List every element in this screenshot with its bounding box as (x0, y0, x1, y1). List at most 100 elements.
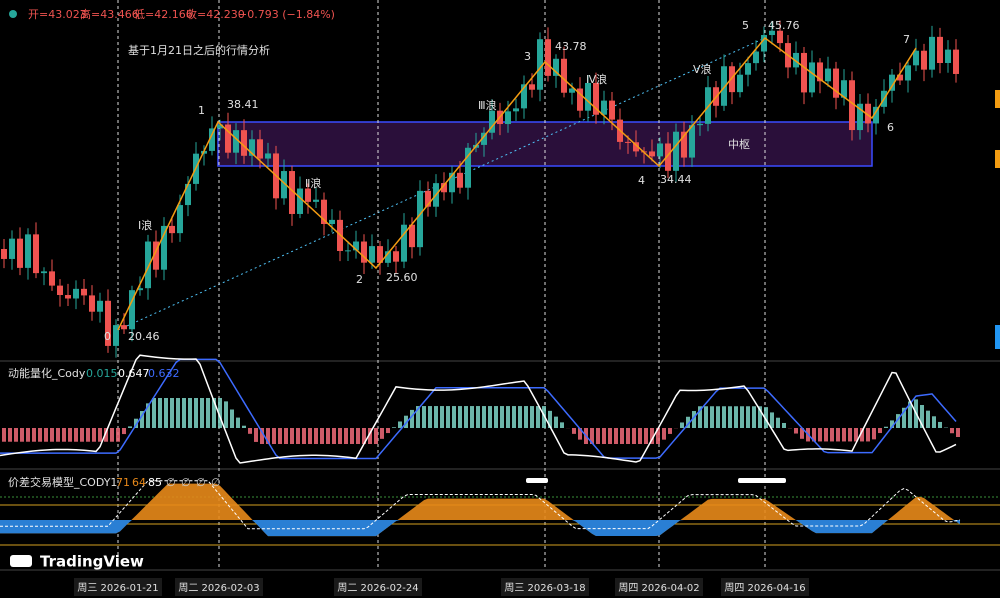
candle-body (649, 151, 655, 157)
ohlc-value: 收=42.230 (186, 7, 245, 21)
indicator-value: ∅ (166, 476, 176, 489)
momentum-bar (890, 420, 894, 428)
candle-body (681, 131, 687, 158)
candle-body (209, 128, 215, 151)
momentum-bar (434, 406, 438, 428)
momentum-bar (152, 398, 156, 428)
momentum-bar (872, 428, 876, 440)
marker (738, 478, 786, 483)
logo-mark (10, 555, 32, 567)
candle-body (737, 74, 743, 93)
momentum-bar (374, 428, 378, 444)
indicator-value: 0.015 (86, 367, 118, 380)
candle-body (921, 50, 927, 70)
candle-body (457, 172, 463, 188)
momentum-bar (860, 428, 864, 442)
candle-body (81, 288, 87, 296)
momentum-bar (62, 428, 66, 442)
candle-body (329, 219, 335, 225)
momentum-bar (422, 406, 426, 428)
momentum-bar (110, 428, 114, 442)
momentum-bar (536, 406, 540, 428)
momentum-bar (488, 406, 492, 428)
momentum-bar (128, 426, 132, 428)
momentum-bar (656, 428, 660, 444)
candle-body (33, 234, 39, 274)
momentum-bar (770, 412, 774, 428)
candle-body (65, 295, 71, 299)
momentum-bar (314, 428, 318, 444)
candle-body (577, 88, 583, 111)
candle-body (553, 58, 559, 76)
momentum-bar (518, 406, 522, 428)
momentum-bar (662, 428, 666, 440)
candle-body (673, 131, 679, 171)
logo: TradingView (40, 553, 144, 571)
trend-line (117, 37, 766, 331)
momentum-bar (272, 428, 276, 444)
momentum-bar (392, 427, 396, 428)
momentum-bar (308, 428, 312, 444)
momentum-bar (404, 415, 408, 428)
momentum-bar (266, 428, 270, 444)
candle-body (569, 88, 575, 93)
momentum-bar (956, 428, 960, 437)
momentum-bar (380, 428, 384, 439)
pivot-label: 4 (638, 174, 645, 187)
momentum-bar (446, 406, 450, 428)
candle-body (249, 139, 255, 156)
momentum-bar (50, 428, 54, 442)
momentum-bar (194, 398, 198, 428)
candle-body (129, 290, 135, 330)
momentum-bar (632, 428, 636, 444)
momentum-bar (908, 401, 912, 428)
wave-label: Ⅴ浪 (693, 62, 712, 76)
momentum-bar (926, 410, 930, 428)
momentum-bar (902, 407, 906, 428)
candle-body (689, 125, 695, 158)
momentum-bar (236, 417, 240, 428)
momentum-bar (878, 428, 882, 434)
candle-body (401, 224, 407, 262)
momentum-bar (224, 401, 228, 428)
status-dot (9, 10, 17, 18)
momentum-bar (386, 428, 390, 434)
momentum-bar (710, 406, 714, 428)
candle-body (849, 80, 855, 131)
candle-body (777, 30, 783, 44)
momentum-bar (80, 428, 84, 442)
momentum-bar (932, 416, 936, 428)
candle-body (625, 141, 631, 143)
momentum-bar (470, 406, 474, 428)
candle-body (801, 52, 807, 93)
momentum-bar (254, 428, 258, 442)
candle-body (289, 171, 295, 214)
candle-body (345, 250, 351, 252)
pivot-label: 7 (903, 33, 910, 46)
momentum-bar (950, 428, 954, 434)
candle-body (97, 300, 103, 312)
momentum-bar (812, 428, 816, 442)
date-label: 周三 2026-01-21 (77, 582, 158, 594)
candle-body (857, 103, 863, 131)
pivot-price: 38.41 (227, 98, 259, 111)
momentum-bar (410, 409, 414, 428)
momentum-bar (146, 403, 150, 428)
date-label: 周四 2026-04-16 (724, 582, 805, 594)
momentum-bar (938, 421, 942, 428)
indicator-name: 价差交易模型_CODY1 (8, 475, 117, 489)
candle-body (377, 246, 383, 263)
momentum-bar (26, 428, 30, 442)
momentum-bar (32, 428, 36, 442)
momentum-bar (38, 428, 42, 442)
candle-body (185, 183, 191, 206)
momentum-bar (140, 411, 144, 428)
candle-body (49, 271, 55, 286)
momentum-bar (242, 425, 246, 428)
momentum-bar (524, 406, 528, 428)
candle-body (633, 142, 639, 152)
candle-body (913, 50, 919, 66)
momentum-bar (542, 406, 546, 428)
spread-area (0, 483, 960, 537)
